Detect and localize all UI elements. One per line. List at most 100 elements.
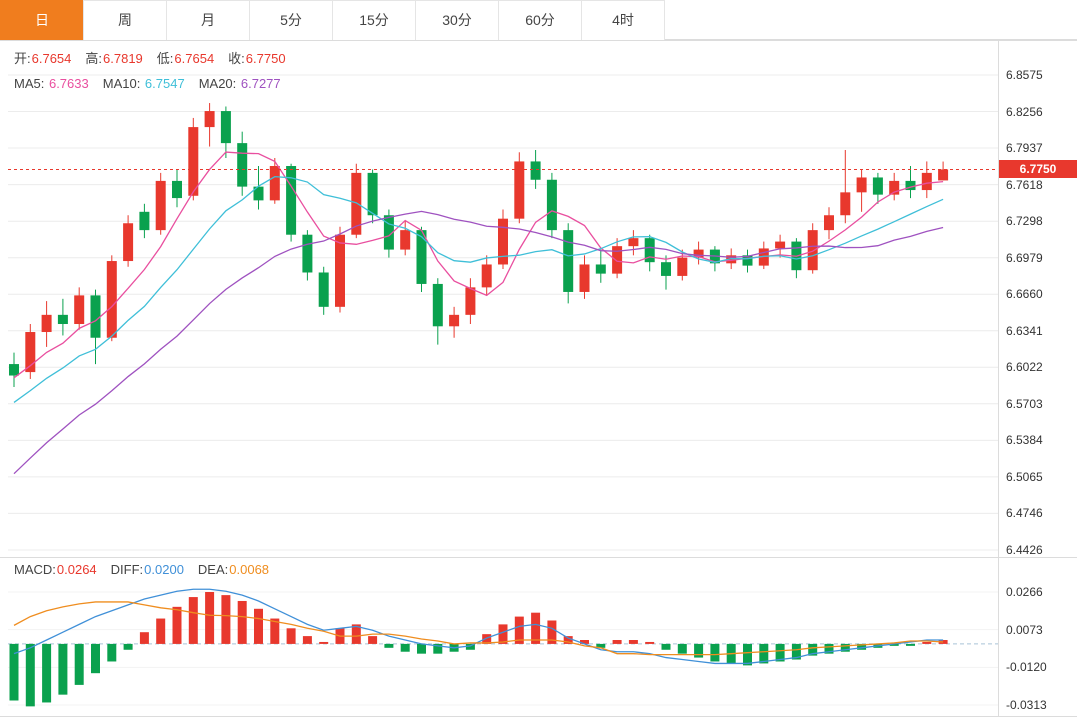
tab-5分[interactable]: 5分 xyxy=(249,0,333,40)
dea-label: DEA: xyxy=(197,562,229,577)
candle-body xyxy=(90,295,101,338)
macd-bar xyxy=(824,643,834,654)
candle-body xyxy=(612,246,623,274)
candle-body xyxy=(889,180,900,195)
low-value: 6.7654 xyxy=(174,51,215,66)
macd-bar xyxy=(596,643,606,648)
macd-bar xyxy=(808,643,818,656)
macd-bar xyxy=(531,612,541,644)
candle-body xyxy=(677,257,688,276)
candle-body xyxy=(188,127,199,196)
macd-bar xyxy=(188,597,198,644)
candle-body xyxy=(726,255,737,264)
macd-bar xyxy=(482,634,492,644)
candle-body xyxy=(220,111,231,144)
candle-body xyxy=(416,230,427,284)
ma20-line xyxy=(13,210,944,475)
macd-bar xyxy=(91,643,100,674)
price-axis-label: 6.7937 xyxy=(1006,141,1043,156)
macd-axis-label: 0.0266 xyxy=(1006,585,1043,599)
candle-body xyxy=(530,161,541,180)
macd-axis-label: -0.0313 xyxy=(1006,698,1047,712)
ohlc-legend: 开:6.7654 高:6.7819 低:6.7654 收:6.7750 xyxy=(14,48,300,67)
macd-bar xyxy=(42,643,52,703)
macd-bar xyxy=(645,641,655,644)
macd-axis-label: 0.0073 xyxy=(1006,622,1043,637)
macd-bar xyxy=(743,643,752,666)
macd-bar xyxy=(612,640,622,644)
candle-body xyxy=(546,179,557,231)
ma10-label: MA10: xyxy=(102,76,144,91)
ma20-value: 6.7277 xyxy=(240,76,281,91)
candle-body xyxy=(856,177,867,193)
ma5-value: 6.7633 xyxy=(48,76,89,91)
macd-bar xyxy=(123,643,133,650)
macd-bar xyxy=(237,600,247,644)
candle-body xyxy=(57,314,68,325)
macd-bar xyxy=(661,643,671,650)
price-axis-label: 6.5703 xyxy=(1006,396,1043,411)
tab-30分[interactable]: 30分 xyxy=(415,0,499,40)
candle-body xyxy=(628,238,639,247)
candle-body xyxy=(644,238,655,263)
macd-bar xyxy=(286,628,296,644)
candle-body xyxy=(824,215,834,231)
ma-legend: MA5: 6.7633 MA10: 6.7547 MA20: 6.7277 xyxy=(14,76,295,91)
candle-body xyxy=(905,180,916,191)
candle-body xyxy=(465,287,476,315)
candle-body xyxy=(872,177,883,195)
ma10-value: 6.7547 xyxy=(144,76,185,91)
candle-body xyxy=(449,314,460,327)
macd-bar xyxy=(628,640,638,644)
candle-body xyxy=(775,241,786,249)
macd-legend: MACD:0.0264 DIFF:0.0200 DEA:0.0068 xyxy=(14,562,283,577)
candle-body xyxy=(367,172,378,216)
candle-body xyxy=(253,186,264,201)
macd-bar xyxy=(254,608,263,644)
macd-bar xyxy=(580,640,589,644)
candle-body xyxy=(269,166,280,201)
macd-bar xyxy=(221,595,231,644)
macd-bar xyxy=(547,620,557,644)
candle-body xyxy=(302,234,313,273)
open-value: 6.7654 xyxy=(31,51,72,66)
tab-日[interactable]: 日 xyxy=(0,0,84,40)
candle-body xyxy=(807,230,818,271)
high-label: 高: xyxy=(85,51,103,66)
macd-bar xyxy=(172,606,182,644)
macd-bar xyxy=(417,643,426,654)
ma20-label: MA20: xyxy=(198,76,240,91)
candle-body xyxy=(481,264,492,288)
candle-body xyxy=(498,218,508,265)
ma5-label: MA5: xyxy=(14,76,48,91)
macd-bar xyxy=(74,643,84,685)
tab-15分[interactable]: 15分 xyxy=(332,0,416,40)
candle-body xyxy=(25,332,36,373)
candle-body xyxy=(579,264,590,292)
price-axis-label: 6.4426 xyxy=(1006,543,1043,557)
macd-bar xyxy=(514,616,524,644)
close-value: 6.7750 xyxy=(245,51,286,66)
macd-bar xyxy=(938,640,948,644)
candle-body xyxy=(563,230,574,292)
tab-月[interactable]: 月 xyxy=(166,0,250,40)
macd-bar xyxy=(319,641,329,644)
tab-周[interactable]: 周 xyxy=(83,0,167,40)
price-axis-label: 6.6022 xyxy=(1006,360,1043,375)
candle-body xyxy=(335,234,345,307)
macd-bar xyxy=(857,643,867,650)
macd-label: MACD: xyxy=(14,562,56,577)
candle-body xyxy=(351,172,362,235)
candle-body xyxy=(661,262,671,276)
macd-bar xyxy=(889,643,899,646)
macd-bar xyxy=(25,643,35,707)
macd-bar xyxy=(270,618,280,644)
candle-body xyxy=(74,295,85,325)
tab-4时[interactable]: 4时 xyxy=(581,0,665,40)
tab-60分[interactable]: 60分 xyxy=(498,0,582,40)
macd-bar xyxy=(840,643,850,652)
macd-bar xyxy=(677,643,687,654)
macd-bar xyxy=(139,632,149,644)
candle-body xyxy=(921,172,932,191)
